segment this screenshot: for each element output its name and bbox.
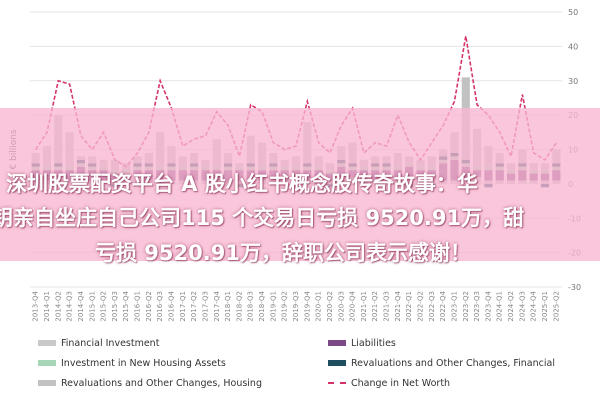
legend-swatch <box>328 360 346 366</box>
overlay-line-2: 钥亲自坐庄自己公司115 个交易日亏损 9520.91万，甜 <box>0 206 525 230</box>
legend-dash <box>328 382 346 384</box>
x-tick-label: 2017-Q1 <box>179 291 187 322</box>
x-tick-label: 2023-Q2 <box>462 291 470 322</box>
x-tick-label: 2022-Q3 <box>428 291 436 322</box>
x-tick-label: 2023-Q1 <box>450 291 458 322</box>
x-tick-label: 2021-Q4 <box>394 290 402 321</box>
legend-item-revaluations-housing: Revaluations and Other Changes, Housing <box>38 374 262 392</box>
legend-item-revaluations-financial: Revaluations and Other Changes, Financia… <box>328 354 555 372</box>
x-tick-label: 2020-Q1 <box>315 291 323 322</box>
legend-item-new-housing: Investment in New Housing Assets <box>38 354 226 372</box>
x-tick-label: 2020-Q4 <box>349 290 357 321</box>
x-tick-label: 2024-Q4 <box>530 290 538 321</box>
x-tick-label: 2021-Q1 <box>360 291 368 322</box>
legend-swatch <box>328 340 346 346</box>
y-tick-label: 50 <box>568 8 578 17</box>
x-tick-label: 2025-Q1 <box>541 291 549 322</box>
legend-label: Investment in New Housing Assets <box>61 357 226 369</box>
x-tick-label: 2022-Q1 <box>405 291 413 322</box>
legend-swatch <box>38 340 56 346</box>
legend-label: Revaluations and Other Changes, Financia… <box>351 357 555 369</box>
x-tick-label: 2015-Q2 <box>100 291 108 322</box>
x-tick-label: 2015-Q4 <box>122 290 130 321</box>
x-tick-label: 2020-Q2 <box>326 291 334 322</box>
x-tick-label: 2024-Q1 <box>496 291 504 322</box>
x-tick-label: 2018-Q3 <box>247 291 255 322</box>
x-tick-label: 2021-Q2 <box>371 291 379 322</box>
x-tick-label: 2014-Q1 <box>43 291 51 322</box>
legend-label: Liabilities <box>351 337 396 349</box>
y-tick-label: 40 <box>568 42 578 51</box>
x-tick-label: 2013-Q4 <box>32 290 40 321</box>
overlay-banner <box>0 108 600 261</box>
x-tick-label: 2024-Q2 <box>507 291 515 322</box>
x-tick-label: 2014-Q4 <box>77 290 85 321</box>
legend-swatch <box>38 380 56 386</box>
y-tick-label: 30 <box>568 77 578 86</box>
x-tick-label: 2019-Q1 <box>269 291 277 322</box>
x-tick-label: 2022-Q2 <box>417 291 425 322</box>
legend-label: Revaluations and Other Changes, Housing <box>61 377 262 389</box>
x-tick-label: 2015-Q3 <box>111 291 119 322</box>
x-tick-label: 2014-Q3 <box>66 291 74 322</box>
x-tick-label: 2021-Q3 <box>383 291 391 322</box>
x-tick-label: 2023-Q4 <box>484 290 492 321</box>
legend-item-financial-investment: Financial Investment <box>38 334 159 352</box>
x-tick-label: 2017-Q2 <box>190 291 198 322</box>
x-tick-label: 2022-Q4 <box>439 290 447 321</box>
x-tick-label: 2017-Q4 <box>213 290 221 321</box>
x-tick-label: 2016-Q2 <box>145 291 153 322</box>
legend-item-liabilities: Liabilities <box>328 334 396 352</box>
x-tick-label: 2018-Q2 <box>235 291 243 322</box>
legend-label: Change in Net Worth <box>351 377 451 389</box>
x-tick-label: 2019-Q3 <box>292 291 300 322</box>
overlay-line-1: 深圳股票配资平台 A 股小红书概念股传奇故事：华 <box>6 172 478 196</box>
legend-item-change-in-net-worth: Change in Net Worth <box>328 374 450 392</box>
x-tick-label: 2023-Q3 <box>473 291 481 322</box>
legend-label: Financial Investment <box>61 337 160 349</box>
x-tick-label: 2019-Q2 <box>281 291 289 322</box>
x-tick-label: 2018-Q4 <box>258 290 266 321</box>
y-tick-label: -30 <box>568 283 581 292</box>
x-tick-label: 2017-Q3 <box>201 291 209 322</box>
legend: Financial Investment Liabilities Investm… <box>38 334 598 396</box>
overlay-line-3: 亏损 9520.91万，辞职公司表示感谢！ <box>95 241 471 265</box>
x-tick-label: 2016-Q4 <box>167 290 175 321</box>
x-tick-label: 2015-Q1 <box>88 291 96 322</box>
x-tick-label: 2024-Q3 <box>518 291 526 322</box>
x-tick-label: 2025-Q2 <box>552 291 560 322</box>
x-tick-label: 2014-Q2 <box>54 291 62 322</box>
x-tick-label: 2018-Q1 <box>224 291 232 322</box>
x-tick-label: 2016-Q3 <box>156 291 164 322</box>
x-tick-label: 2019-Q4 <box>303 290 311 321</box>
x-tick-label: 2020-Q3 <box>337 291 345 322</box>
x-tick-label: 2016-Q1 <box>134 291 142 322</box>
legend-swatch <box>38 360 56 366</box>
